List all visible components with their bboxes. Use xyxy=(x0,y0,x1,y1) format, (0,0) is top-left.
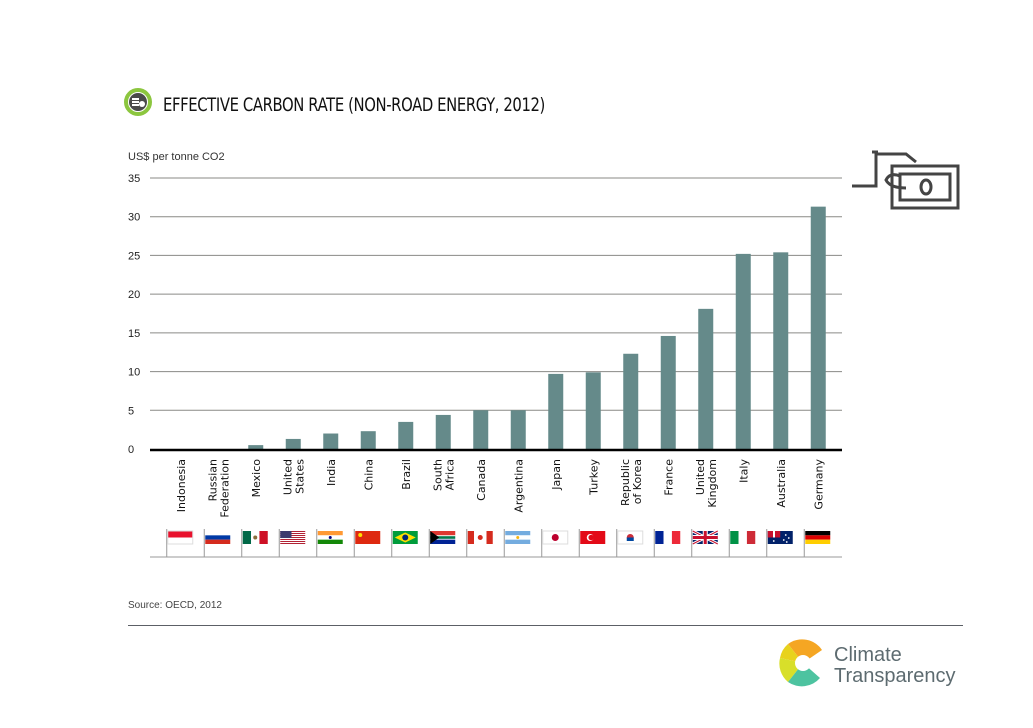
x-tick-label-line: Australia xyxy=(775,459,788,508)
bar-france xyxy=(660,335,676,449)
usa-flag-icon xyxy=(280,531,306,544)
y-tick-label: 10 xyxy=(128,367,140,379)
bar-india xyxy=(323,433,339,449)
china-flag-icon xyxy=(355,531,381,544)
y-tick-label: 20 xyxy=(128,289,140,301)
bar-argentina xyxy=(510,410,526,449)
x-tick-label-line: Indonesia xyxy=(175,459,188,512)
bar-australia xyxy=(773,252,789,449)
x-tick-label: Canada xyxy=(475,459,488,501)
germany-flag-icon xyxy=(805,531,831,544)
x-tick-label: Japan xyxy=(550,459,563,491)
russia-flag-icon xyxy=(205,531,231,544)
canada-flag-icon xyxy=(467,531,493,544)
x-tick-label: Australia xyxy=(775,459,788,508)
x-tick-label: Turkey xyxy=(587,459,600,496)
x-tick-label: Indonesia xyxy=(175,459,188,512)
brazil-flag-icon xyxy=(392,531,418,544)
x-tick-label-line: Canada xyxy=(475,459,488,501)
x-tick-label: Italy xyxy=(737,459,750,483)
bar-chart: 0 5 10 15 20 25 30 35 Indonesia RussianFederation… xyxy=(128,173,842,558)
x-tick-label: Brazil xyxy=(400,459,413,490)
brand-line-1: Climate xyxy=(834,644,902,666)
x-tick-label: Argentina xyxy=(512,459,525,513)
brand-name: Climate Transparency xyxy=(834,645,956,687)
bar-united-states xyxy=(285,438,301,449)
bar-republic-of-korea xyxy=(623,353,639,449)
y-tick-label: 0 xyxy=(128,444,134,456)
bar-italy xyxy=(735,253,751,449)
x-tick-label-line: China xyxy=(362,459,375,490)
france-flag-icon xyxy=(655,531,681,544)
x-tick-label-line: India xyxy=(325,459,338,486)
x-tick-label-line: South xyxy=(431,459,444,491)
brand-line-2: Transparency xyxy=(834,665,956,687)
bar-japan xyxy=(548,373,564,449)
x-tick-label-line: Italy xyxy=(737,459,750,483)
x-tick-label: RussianFederation xyxy=(206,459,231,518)
x-tick-label-line: of Korea xyxy=(631,459,644,504)
bar-canada xyxy=(473,410,489,449)
italy-flag-icon xyxy=(730,531,756,544)
bar-mexico xyxy=(248,445,264,449)
x-tick-label: UnitedStates xyxy=(281,459,306,495)
x-tick-label: SouthAfrica xyxy=(431,459,456,491)
mexico-flag-icon xyxy=(242,531,268,544)
y-tick-label: 5 xyxy=(128,405,134,417)
x-tick-label: France xyxy=(662,459,675,496)
y-axis-label: US$ per tonne CO2 xyxy=(128,151,225,163)
y-tick-label: 25 xyxy=(128,250,140,262)
carbon-rate-icon xyxy=(124,88,152,116)
x-tick-label-line: Brazil xyxy=(400,459,413,490)
x-tick-label-line: United xyxy=(694,459,707,495)
korea-flag-icon xyxy=(617,530,644,545)
bar-china xyxy=(360,431,376,449)
bar-south-africa xyxy=(435,414,451,449)
x-tick-label-line: Japan xyxy=(550,459,563,491)
x-tick-label-line: Kingdom xyxy=(706,459,719,508)
bar-germany xyxy=(810,206,826,449)
x-tick-label: China xyxy=(362,459,375,490)
x-tick-label-line: Argentina xyxy=(512,459,525,513)
x-tick-label-line: Russian xyxy=(206,459,219,501)
bar-united-kingdom xyxy=(698,308,714,449)
x-tick-label: UnitedKingdom xyxy=(694,459,719,508)
y-tick-label: 30 xyxy=(128,212,140,224)
x-tick-label-line: United xyxy=(281,459,294,495)
x-tick-label-line: Mexico xyxy=(250,459,263,498)
chart-title: EFFECTIVE CARBON RATE (NON-ROAD ENERGY, … xyxy=(163,94,545,116)
australia-flag-icon xyxy=(767,531,793,544)
x-tick-label-line: France xyxy=(662,459,675,496)
x-tick-label-line: Germany xyxy=(812,459,825,510)
x-tick-label-line: Africa xyxy=(443,459,456,490)
x-tick-label-line: Turkey xyxy=(587,459,600,496)
y-tick-label: 15 xyxy=(128,328,140,340)
hand-money-icon xyxy=(852,150,960,210)
uk-flag-icon xyxy=(692,529,719,546)
india-flag-icon xyxy=(317,531,343,544)
footer-divider xyxy=(128,625,963,626)
x-tick-label: India xyxy=(325,459,338,486)
japan-flag-icon xyxy=(542,530,569,545)
x-tick-label-line: Republic xyxy=(619,459,632,506)
x-tick-label-line: States xyxy=(293,459,306,494)
bar-brazil xyxy=(398,421,414,449)
x-tick-label: Republicof Korea xyxy=(619,459,644,506)
x-tick-label: Mexico xyxy=(250,459,263,498)
argentina-flag-icon xyxy=(505,531,531,544)
south-africa-flag-icon xyxy=(430,531,456,544)
turkey-flag-icon xyxy=(580,531,606,544)
x-tick-label-line: Federation xyxy=(218,459,231,518)
bar-turkey xyxy=(585,372,601,449)
x-tick-label: Germany xyxy=(812,459,825,510)
source-note: Source: OECD, 2012 xyxy=(128,600,222,611)
indonesia-flag-icon xyxy=(167,530,194,545)
y-tick-label: 35 xyxy=(128,173,140,185)
climate-transparency-logo xyxy=(779,639,822,687)
